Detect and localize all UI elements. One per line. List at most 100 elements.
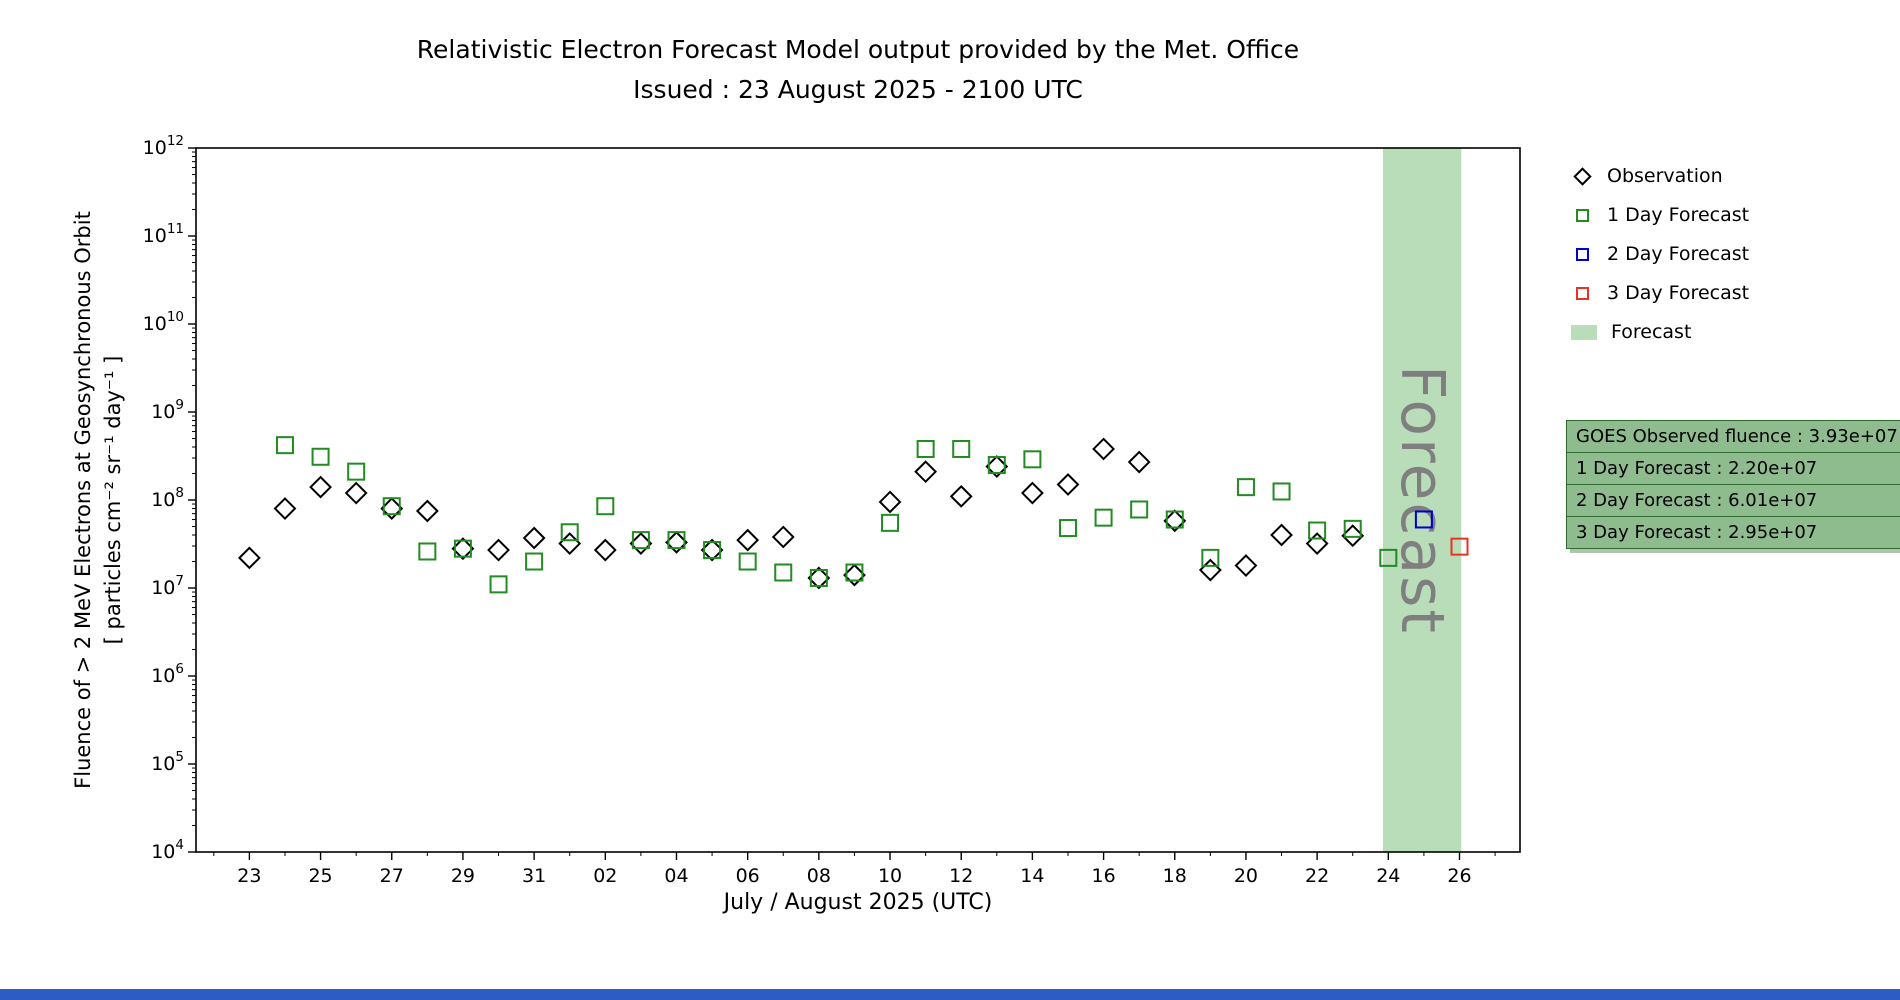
1-day-forecast-point: [774, 563, 793, 582]
legend-item-1-day-forecast: 1 Day Forecast: [1572, 203, 1749, 227]
y-tick-label: 1011: [143, 221, 184, 247]
observation-point: [487, 538, 510, 562]
1-day-forecast-point: [560, 523, 579, 542]
observation-point: [665, 530, 688, 554]
1-day-forecast-point: [1165, 510, 1184, 529]
y-tick-label: 104: [151, 837, 184, 863]
legend-label-forecast: Forecast: [1611, 321, 1692, 343]
y-tick-label: 106: [151, 661, 184, 687]
1-day-forecast-point: [952, 439, 971, 458]
y-axis-label-line2: [ particles cm⁻² sr⁻¹ day⁻¹ ]: [101, 355, 125, 645]
1-day-forecast-point: [489, 575, 508, 594]
forecast-patch-icon: [1571, 324, 1597, 340]
1-day-forecast-point: [1094, 508, 1113, 527]
observation-point: [736, 528, 760, 552]
observation-point: [700, 538, 724, 562]
observation-point: [1270, 523, 1293, 547]
series-observation: [237, 437, 1365, 590]
observation-point: [985, 455, 1009, 478]
chart-title: Relativistic Electron Forecast Model out…: [416, 35, 1300, 64]
observation-point: [1163, 509, 1187, 533]
legend-item-forecast: Forecast: [1571, 320, 1749, 344]
1-day-forecast-point: [1236, 478, 1255, 497]
y-tick-label: 107: [151, 573, 184, 599]
x-tick-label: 18: [1163, 865, 1187, 887]
observation-point: [1020, 481, 1044, 505]
observation-point: [344, 481, 368, 505]
3-day-forecast-marker-icon: [1576, 286, 1589, 300]
1-day-forecast-point: [667, 531, 686, 550]
2-day-forecast-marker-icon: [1576, 247, 1589, 261]
info-box-line: 2 Day Forecast : 6.01e+07: [1566, 484, 1900, 517]
y-tick-label: 1010: [143, 309, 184, 335]
x-tick-label: 10: [878, 865, 902, 887]
legend-item-3-day-forecast: 3 Day Forecast: [1572, 281, 1749, 305]
x-tick-label: 02: [593, 865, 617, 887]
forecast-band-label: Forecast: [1387, 365, 1457, 635]
observation-point: [415, 499, 439, 523]
x-axis-label: July / August 2025 (UTC): [723, 890, 993, 915]
series-1-day-forecast: [275, 436, 1398, 594]
observation-point: [380, 497, 404, 520]
bottom-bar: [0, 989, 1900, 1000]
1-day-forecast-point: [1272, 482, 1291, 501]
x-tick-label: 14: [1020, 865, 1044, 887]
series-2-day-forecast: [1414, 510, 1433, 529]
1-day-forecast-point: [1058, 519, 1077, 538]
observation-point: [807, 566, 831, 590]
y-axis-label: Fluence of > 2 MeV Electrons at Geosynch…: [68, 145, 132, 855]
x-tick-label: 31: [522, 865, 546, 887]
1-day-forecast-point: [525, 552, 544, 571]
x-tick-label: 29: [451, 865, 475, 887]
x-tick-label: 23: [237, 865, 261, 887]
observation-point: [522, 526, 546, 550]
observation-point: [451, 537, 475, 561]
x-tick-label: 22: [1305, 865, 1329, 887]
observation-point: [629, 532, 653, 555]
y-tick-label: 109: [151, 397, 184, 423]
chart-title-block: Relativistic Electron Forecast Model out…: [196, 30, 1520, 110]
legend-label-1-day-forecast: 1 Day Forecast: [1607, 204, 1750, 226]
observation-point: [878, 490, 902, 514]
1-day-forecast-point: [987, 455, 1006, 474]
info-box-line: 3 Day Forecast : 2.95e+07: [1566, 516, 1900, 549]
1-day-forecast-point: [738, 552, 757, 571]
y-axis-label-line1: Fluence of > 2 MeV Electrons at Geosynch…: [71, 211, 95, 789]
x-tick-label: 27: [380, 865, 404, 887]
1-day-forecast-point: [347, 462, 366, 481]
observation-point: [949, 484, 973, 508]
y-axis: 104 105 106 107 108 109 1010 1011 1012: [143, 133, 196, 863]
legend-label-3-day-forecast: 3 Day Forecast: [1607, 282, 1750, 304]
x-tick-label: 08: [807, 865, 831, 887]
info-box-line: GOES Observed fluence : 3.93e+07: [1566, 420, 1900, 453]
observation-point: [237, 546, 261, 570]
observation-point: [309, 475, 332, 499]
observation-point: [593, 538, 617, 562]
1-day-forecast-point: [1379, 548, 1398, 567]
x-tick-label: 26: [1447, 865, 1471, 887]
observation-point: [771, 525, 795, 549]
1-day-forecast-point: [845, 563, 864, 582]
1-day-forecast-point: [809, 568, 828, 587]
observation-point: [1234, 554, 1258, 577]
x-tick-label: 06: [736, 865, 760, 887]
1-day-forecast-point: [1308, 521, 1327, 540]
1-day-forecast-point: [596, 497, 615, 516]
y-tick-label: 108: [151, 485, 184, 511]
observation-point: [273, 497, 297, 520]
1-day-forecast-point: [916, 439, 935, 458]
1-day-forecast-point: [631, 531, 650, 550]
legend: Observation 1 Day Forecast 2 Day Forecast 3…: [1571, 164, 1749, 344]
x-tick-label: 04: [664, 865, 688, 887]
1-day-forecast-point: [1343, 519, 1362, 538]
1-day-forecast-point: [1023, 450, 1042, 469]
x-tick-label: 25: [308, 865, 332, 887]
x-tick-label: 20: [1234, 865, 1258, 887]
1-day-forecast-point: [418, 542, 437, 561]
legend-item-2-day-forecast: 2 Day Forecast: [1572, 242, 1749, 266]
2-day-forecast-point: [1414, 510, 1433, 529]
1-day-forecast-point: [275, 436, 294, 455]
legend-item-observation: Observation: [1572, 164, 1749, 188]
1-day-forecast-point: [1130, 500, 1149, 519]
